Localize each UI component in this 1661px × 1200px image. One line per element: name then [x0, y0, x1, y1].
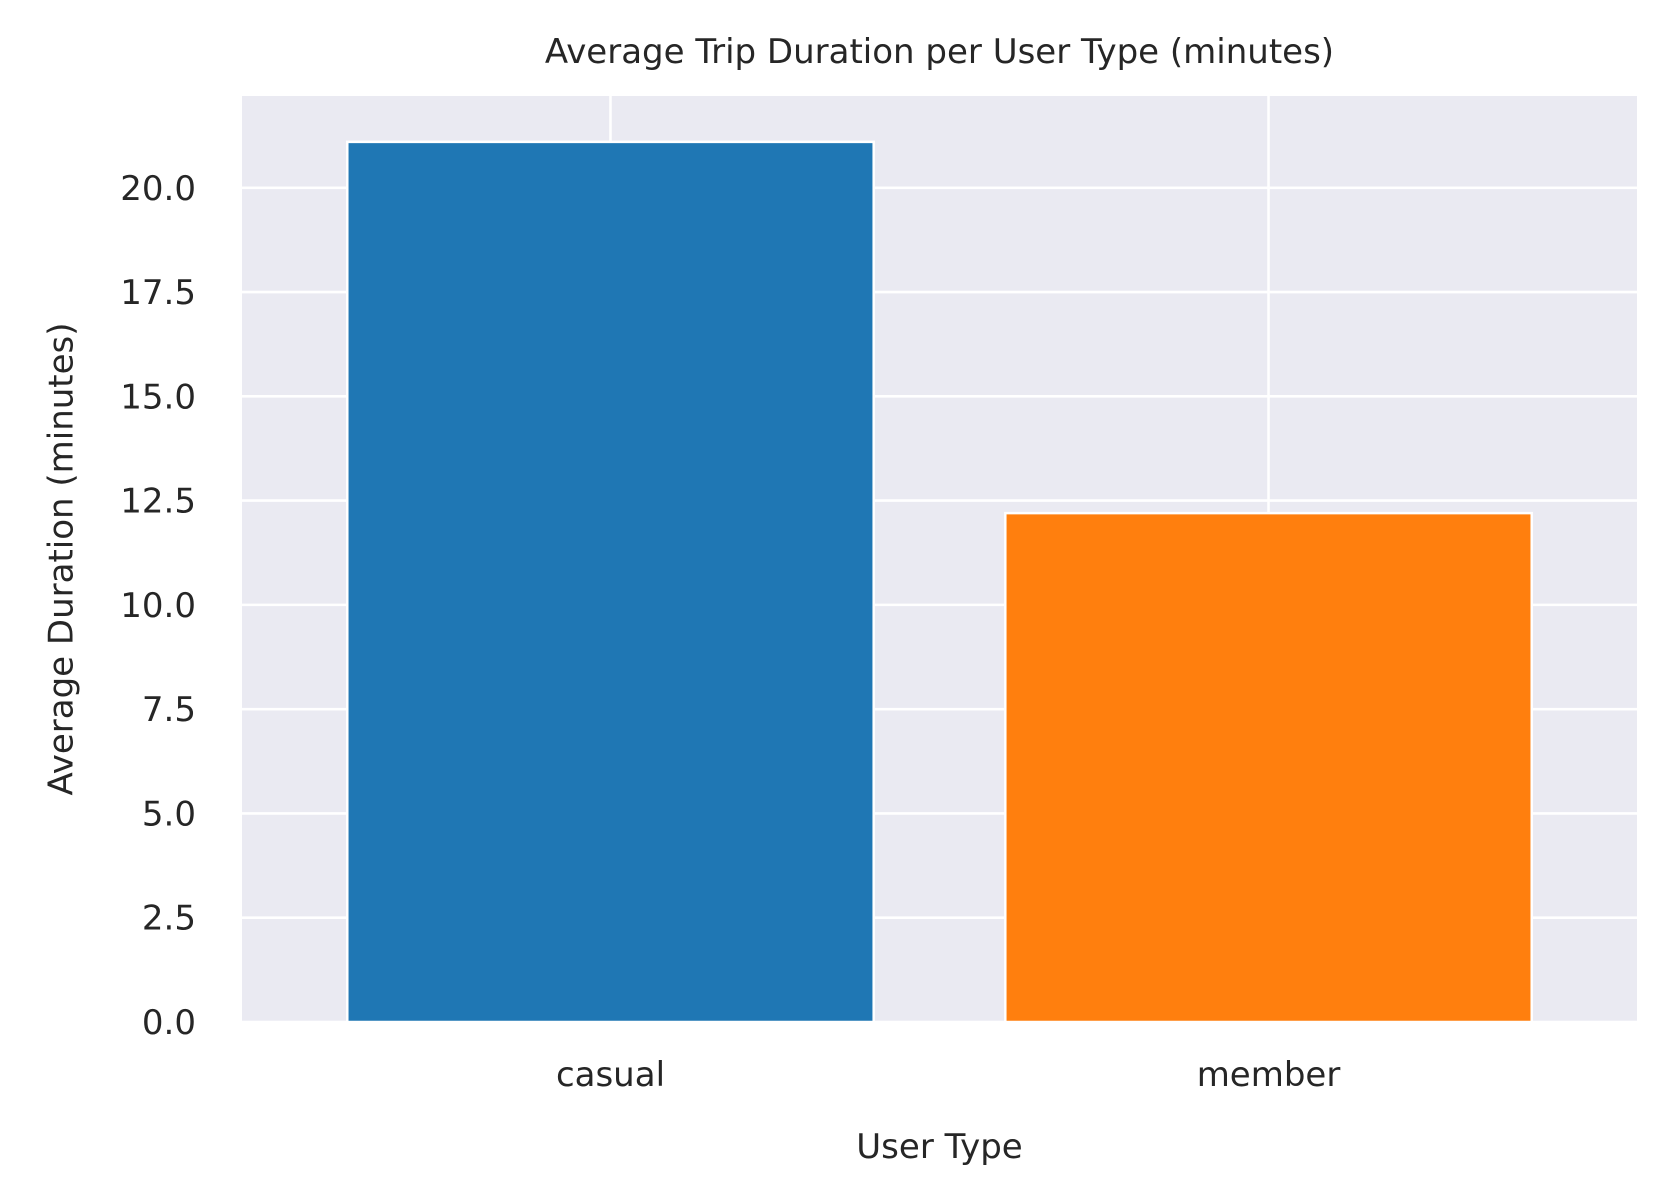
y-tick-label: 7.5 [142, 690, 196, 730]
bars [346, 140, 1533, 1024]
x-tick-label: member [1197, 1055, 1341, 1095]
x-tick-label: casual [556, 1055, 665, 1095]
chart-title: Average Trip Duration per User Type (min… [545, 32, 1334, 72]
y-tick-label: 0.0 [142, 1003, 196, 1043]
y-tick-label: 10.0 [120, 586, 196, 626]
bar-casual [346, 140, 875, 1024]
y-tick-labels: 0.0 2.5 5.0 7.5 10.0 12.5 15.0 17.5 20.0 [120, 169, 196, 1043]
bar-member [1004, 511, 1533, 1024]
y-tick-label: 12.5 [120, 482, 196, 522]
y-tick-label: 15.0 [120, 377, 196, 417]
y-tick-label: 2.5 [142, 899, 196, 939]
y-axis-label: Average Duration (minutes) [42, 322, 82, 795]
x-axis-label: User Type [856, 1127, 1022, 1167]
y-tick-label: 17.5 [120, 273, 196, 313]
y-tick-label: 5.0 [142, 794, 196, 834]
x-tick-labels: casual member [556, 1055, 1340, 1095]
y-tick-label: 20.0 [120, 169, 196, 209]
